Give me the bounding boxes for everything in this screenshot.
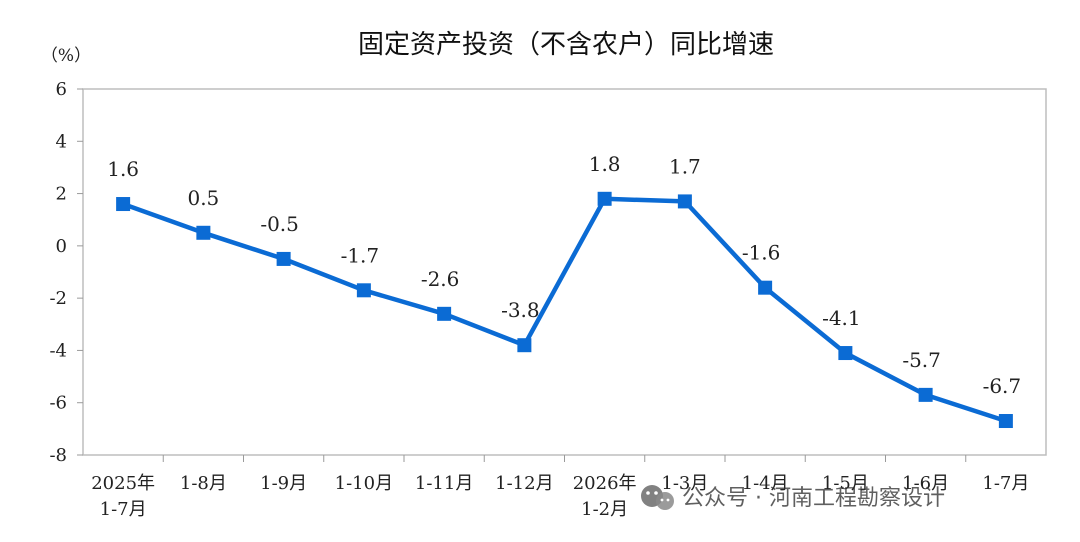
x-tick-label-line: 1-5月 [822,473,869,494]
data-label: 1.7 [669,154,701,178]
data-point-marker [517,338,532,353]
data-point-marker [196,225,211,240]
data-label: -2.6 [421,267,460,291]
data-label: -1.7 [341,243,380,267]
x-tick-label: 1-9月 [260,473,307,494]
data-point-marker [116,197,131,212]
data-point-marker [998,414,1013,429]
data-point-marker [838,346,853,361]
data-label-layer: 1.6 0.5 -0.5 -1.7 -2.6 -3.8 1.8 1.7 -1.6 -4.1 -5.7… [107,152,1021,398]
y-axis-ticks: 6 4 2 0 -2 -4 -6 -8 [49,79,83,466]
chart-title: 固定资产投资（不含农户）同比增速 [358,30,774,60]
data-point-marker [918,387,933,402]
series-layer [116,191,1013,429]
y-axis-unit-label: （%） [41,46,91,66]
data-point-marker [677,194,692,209]
x-tick-label: 1-3月 [661,473,708,494]
data-label: -5.7 [902,348,941,372]
x-tick-label-line: 1-8月 [180,473,227,494]
x-tick-label-line: 1-11月 [415,473,473,494]
data-label: 1.6 [107,157,139,181]
x-tick-label-line: 2026年 [573,473,637,494]
y-tick-label: 4 [56,131,67,152]
x-tick-label-line: 1-2月 [581,499,628,520]
x-tick-label: 1-7月 [982,473,1029,494]
x-tick-label: 2026年 1-2月 [573,473,637,520]
x-tick-label: 1-10月 [335,473,393,494]
data-label: 1.8 [589,152,621,176]
x-tick-label: 2025年 1-7月 [91,473,155,520]
x-tick-label: 1-8月 [180,473,227,494]
data-point-marker [356,283,371,298]
y-tick-label: -6 [49,393,67,414]
y-tick-label: -4 [49,340,67,361]
series-line [120,196,1009,424]
data-point-marker [276,251,291,266]
x-axis-ticks: 2025年 1-7月 1-8月 1-9月 1-10月 1-11月 1-12月 2026年 1-2… [91,455,1029,520]
data-point-marker [758,280,773,295]
x-tick-label-line: 2025年 [91,473,155,494]
data-point-marker [597,191,612,206]
data-point-marker [437,306,452,321]
x-tick-label: 1-11月 [415,473,473,494]
y-tick-label: 6 [56,79,67,100]
x-tick-label-line: 1-3月 [661,473,708,494]
data-label: -3.8 [501,298,540,322]
y-tick-label: 2 [56,184,67,205]
x-tick-label-line: 1-7月 [100,499,147,520]
x-tick-label-line: 1-10月 [335,473,393,494]
data-label: -4.1 [822,306,861,330]
x-tick-label-line: 1-9月 [260,473,307,494]
watermark-text: 公众号 · 河南工程勘察设计 [682,486,945,511]
x-tick-label-line: 1-7月 [982,473,1029,494]
y-tick-label: -8 [49,445,67,466]
x-tick-label: 1-6月 [902,473,949,494]
data-label: -0.5 [260,212,299,236]
x-tick-label: 1-4月 [742,473,789,494]
y-tick-label: -2 [49,288,67,309]
wechat-icon [641,485,674,510]
data-label: -6.7 [983,374,1022,398]
x-tick-label: 1-12月 [495,473,553,494]
x-tick-label-line: 1-12月 [495,473,553,494]
x-tick-label-line: 1-4月 [742,473,789,494]
watermark: 公众号 · 河南工程勘察设计 [641,485,945,511]
x-tick-label-line: 1-6月 [902,473,949,494]
y-tick-label: 0 [56,236,67,257]
data-label: 0.5 [187,186,219,210]
data-label: -1.6 [742,241,781,265]
x-tick-label: 1-5月 [822,473,869,494]
